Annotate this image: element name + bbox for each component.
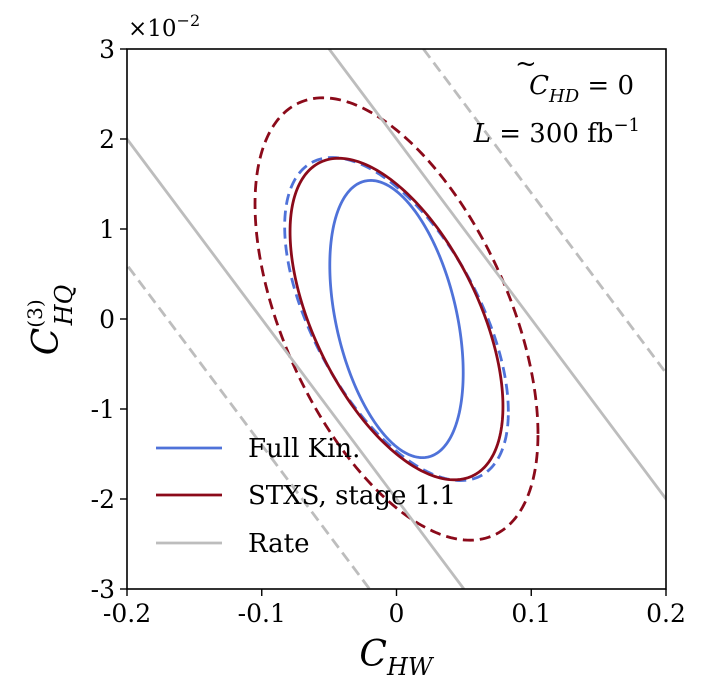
tilde-mark: ~ (515, 49, 537, 79)
x-tick-label: 0 (389, 599, 405, 628)
y-tick-label: -1 (91, 395, 115, 424)
series-4-line-0 (127, 136, 465, 589)
y-axis-multiplier: ×10−2 (128, 11, 200, 42)
series-5-line-1 (422, 49, 666, 376)
x-tick-label: 0.1 (511, 599, 551, 628)
plot-curves (127, 49, 666, 589)
y-tick-label: -3 (91, 575, 115, 604)
series-0-contour (328, 179, 465, 460)
x-tick-labels: -0.2 -0.1 0 0.1 0.2 (103, 599, 686, 628)
series-2-contour (288, 156, 505, 482)
legend-label-rate: Rate (248, 529, 310, 559)
y-tick-label: -2 (91, 485, 115, 514)
legend-label-stxs: STXS, stage 1.1 (248, 481, 456, 511)
x-tick-label: 0.2 (646, 599, 686, 628)
x-tick-label: -0.1 (238, 599, 286, 628)
annotation-luminosity: L = 300 fb−1 (473, 115, 640, 149)
y-axis-label: C(3) HQ (23, 285, 78, 356)
y-tick-label: 3 (99, 35, 115, 64)
annotation-block: CHD = 0 ~ L = 300 fb−1 (473, 49, 640, 149)
annotation-chd: CHD = 0 (529, 71, 634, 107)
y-tick-label: 0 (99, 305, 115, 334)
axis-ticks (120, 48, 667, 596)
y-tick-label: 2 (99, 125, 115, 154)
y-tick-labels: -3 -2 -1 0 1 2 3 (91, 35, 115, 604)
series-1-contour (283, 156, 510, 482)
y-tick-label: 1 (99, 215, 115, 244)
series-5-line-0 (127, 262, 371, 589)
svg-text:C(3)HQ: C(3) HQ (23, 285, 78, 356)
x-tick-label: -0.2 (103, 599, 151, 628)
series-3-contour (253, 96, 540, 542)
legend: Full Kin. STXS, stage 1.1 Rate (156, 434, 456, 559)
legend-label-full-kin: Full Kin. (248, 434, 360, 464)
series-4-line-1 (328, 49, 666, 502)
x-axis-label: CHW (359, 634, 434, 681)
